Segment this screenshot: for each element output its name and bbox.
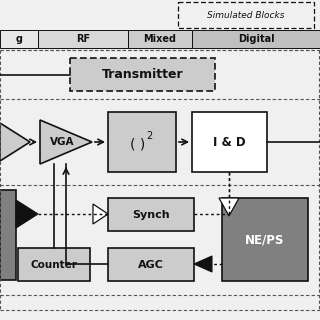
Text: Mixed: Mixed — [143, 34, 177, 44]
Polygon shape — [219, 198, 239, 216]
Bar — [70, 58, 215, 91]
Polygon shape — [0, 123, 30, 161]
Bar — [192, 30, 320, 48]
Bar — [0, 190, 16, 280]
Text: NE/PS: NE/PS — [245, 233, 285, 246]
Text: Synch: Synch — [132, 210, 170, 220]
Bar — [108, 198, 194, 231]
Text: I & D: I & D — [213, 135, 246, 148]
Bar — [108, 248, 194, 281]
Text: AGC: AGC — [138, 260, 164, 269]
Polygon shape — [93, 204, 108, 224]
Text: VGA: VGA — [50, 137, 74, 147]
Text: ( ): ( ) — [130, 137, 146, 151]
Text: Transmitter: Transmitter — [102, 68, 183, 81]
Bar — [222, 198, 308, 281]
Text: Counter: Counter — [31, 260, 77, 269]
Text: g: g — [15, 34, 22, 44]
Bar — [178, 2, 314, 28]
Bar — [18, 248, 90, 281]
Bar — [192, 112, 267, 172]
Text: Simulated Blocks: Simulated Blocks — [207, 11, 285, 20]
Bar — [108, 112, 176, 172]
Text: Digital: Digital — [238, 34, 274, 44]
Text: 2: 2 — [146, 131, 152, 141]
Polygon shape — [16, 200, 38, 228]
Text: RF: RF — [76, 34, 90, 44]
Bar — [0, 30, 38, 48]
Polygon shape — [194, 256, 212, 272]
Bar — [38, 30, 128, 48]
Polygon shape — [40, 120, 92, 164]
Bar — [128, 30, 192, 48]
